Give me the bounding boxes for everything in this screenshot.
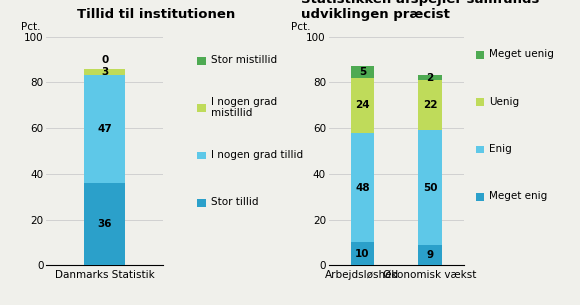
- Text: Pct.: Pct.: [21, 22, 40, 32]
- Text: I nogen grad tillid: I nogen grad tillid: [211, 150, 303, 160]
- Text: I nogen grad
mistillid: I nogen grad mistillid: [211, 97, 277, 118]
- Text: Statistikken afspejler samfunds-
udviklingen præcist: Statistikken afspejler samfunds- udvikli…: [302, 0, 545, 21]
- Text: Meget uenig: Meget uenig: [489, 49, 554, 59]
- Bar: [351, 66, 374, 78]
- Text: 22: 22: [423, 100, 437, 110]
- Text: 3: 3: [102, 67, 108, 77]
- Text: Pct.: Pct.: [291, 22, 310, 32]
- Bar: [418, 245, 442, 265]
- Text: 48: 48: [355, 183, 370, 192]
- Bar: [418, 76, 442, 80]
- Text: 50: 50: [423, 183, 437, 192]
- Bar: [351, 242, 374, 265]
- Text: 2: 2: [426, 73, 434, 83]
- Bar: [418, 80, 442, 131]
- Text: 47: 47: [97, 124, 112, 134]
- Text: Stor mistillid: Stor mistillid: [211, 56, 277, 65]
- Text: Enig: Enig: [489, 144, 512, 154]
- Bar: [85, 183, 125, 265]
- Text: 5: 5: [359, 67, 366, 77]
- Text: Stor tillid: Stor tillid: [211, 197, 258, 207]
- Text: 0: 0: [102, 55, 108, 65]
- Text: 24: 24: [355, 100, 370, 110]
- Text: 9: 9: [426, 250, 433, 260]
- Text: Meget enig: Meget enig: [489, 191, 547, 201]
- Text: Tillid til institutionen: Tillid til institutionen: [78, 8, 235, 21]
- Bar: [351, 133, 374, 242]
- Bar: [85, 76, 125, 183]
- Bar: [85, 69, 125, 76]
- Text: 10: 10: [355, 249, 369, 259]
- Bar: [418, 131, 442, 245]
- Text: Uenig: Uenig: [489, 97, 519, 106]
- Text: 36: 36: [97, 219, 112, 229]
- Bar: [351, 78, 374, 133]
